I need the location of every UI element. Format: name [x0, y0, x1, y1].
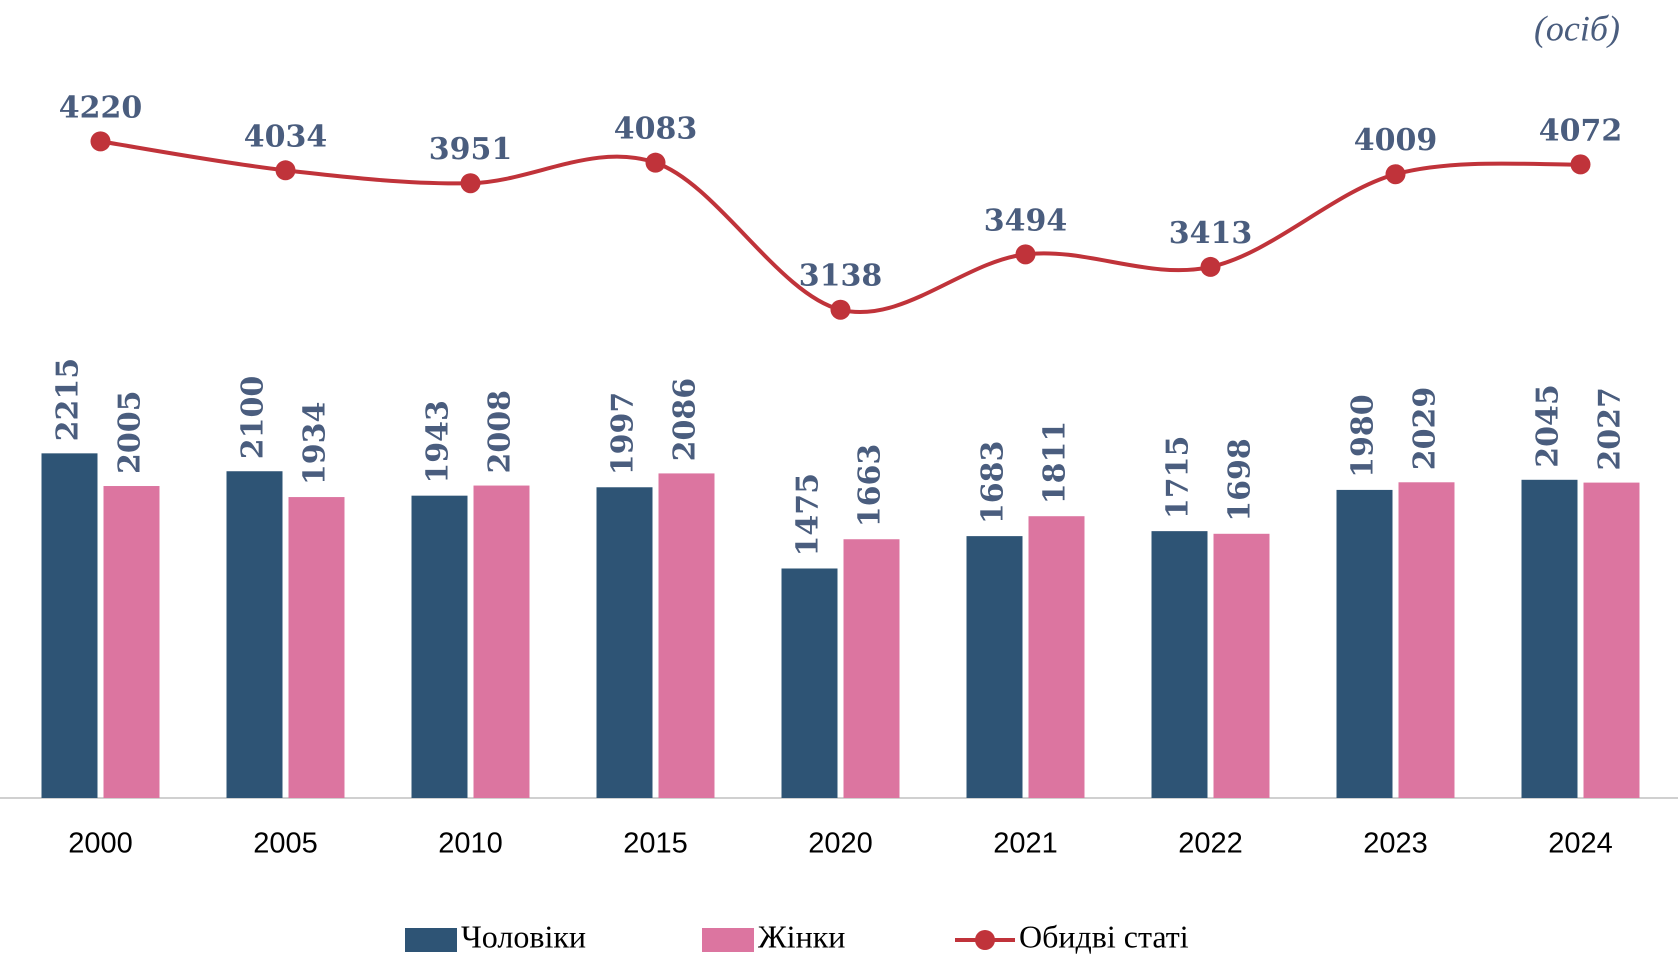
data-label: 4072: [1539, 113, 1623, 148]
bar: [1028, 516, 1085, 798]
bar: [226, 471, 283, 798]
line-point: [830, 299, 851, 320]
bar: [1521, 479, 1578, 798]
line-point: [1015, 244, 1036, 265]
data-label: 4083: [614, 112, 698, 147]
x-tick-label: 2020: [808, 828, 873, 860]
line-point: [1570, 154, 1591, 175]
data-label: 2005: [113, 391, 148, 475]
legend-label: Обидві статі: [1019, 918, 1189, 954]
data-label: 3138: [799, 259, 883, 294]
data-label: 1997: [606, 392, 641, 476]
legend-swatch: [975, 930, 995, 950]
data-label: 3413: [1169, 216, 1253, 251]
data-label: 3951: [429, 132, 513, 167]
bar: [596, 487, 653, 798]
x-tick-label: 2024: [1548, 828, 1613, 860]
line-point: [275, 160, 296, 181]
data-label: 2045: [1531, 384, 1566, 468]
data-label: 1715: [1161, 436, 1196, 520]
bar: [1398, 482, 1455, 798]
x-tick-label: 2005: [253, 828, 318, 860]
data-label: 1475: [791, 473, 826, 557]
bar: [1336, 489, 1393, 798]
bar: [843, 539, 900, 798]
bar: [1583, 482, 1640, 798]
bar: [411, 495, 468, 798]
x-tick-label: 2000: [68, 828, 133, 860]
legend-label: Жінки: [758, 918, 845, 954]
data-label: 2027: [1593, 387, 1628, 471]
unit-label: (осіб): [1534, 8, 1620, 48]
bar: [658, 473, 715, 798]
legend-swatch: [405, 928, 457, 952]
data-label: 1934: [298, 402, 333, 486]
bar: [781, 568, 838, 798]
data-label: 4009: [1354, 123, 1438, 158]
data-label: 2100: [236, 376, 271, 460]
x-tick-label: 2015: [623, 828, 688, 860]
bar: [288, 497, 345, 798]
line-point: [1385, 164, 1406, 185]
line-point: [1200, 256, 1221, 277]
bar: [103, 486, 160, 798]
line-point: [645, 152, 666, 173]
x-tick-label: 2021: [993, 828, 1058, 860]
data-label: 3494: [984, 203, 1068, 238]
bar: [1151, 531, 1208, 798]
bar: [966, 536, 1023, 798]
data-label: 1698: [1223, 438, 1258, 522]
data-label: 2086: [668, 378, 703, 462]
data-label: 2215: [51, 358, 86, 442]
data-label: 4034: [244, 119, 328, 154]
x-tick-label: 2023: [1363, 828, 1428, 860]
data-label: 1943: [421, 400, 456, 484]
data-label: 1663: [853, 444, 888, 528]
bar: [1213, 533, 1270, 798]
x-tick-label: 2022: [1178, 828, 1243, 860]
x-tick-label: 2010: [438, 828, 503, 860]
data-label: 2008: [483, 390, 518, 474]
legend-label: Чоловіки: [461, 918, 586, 954]
data-label: 4220: [59, 90, 143, 125]
line-point: [90, 131, 111, 152]
data-label: 1811: [1038, 421, 1073, 505]
bar: [473, 485, 530, 798]
data-label: 1980: [1346, 394, 1381, 478]
line-point: [460, 173, 481, 194]
legend-swatch: [702, 928, 754, 952]
data-label: 1683: [976, 441, 1011, 525]
bar: [41, 453, 98, 798]
data-label: 2029: [1408, 387, 1443, 471]
